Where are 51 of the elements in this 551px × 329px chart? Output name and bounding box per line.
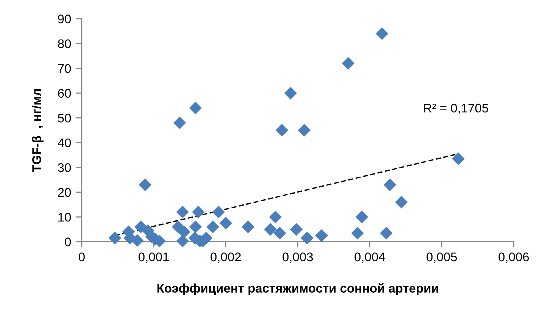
point: [174, 116, 186, 130]
annotation: R² = 0,1705: [424, 104, 488, 114]
x-tick-label: 0,003: [282, 252, 314, 264]
y-tick-label: 60: [58, 89, 72, 98]
point: [315, 229, 328, 242]
point: [189, 220, 202, 234]
point: [192, 206, 206, 219]
point: [276, 124, 289, 137]
y-tick-label: 40: [58, 138, 72, 148]
x-tick-label: 0,006: [498, 252, 530, 264]
point: [189, 102, 202, 115]
point: [384, 178, 397, 192]
point: [274, 226, 286, 240]
point: [212, 206, 226, 219]
point: [376, 28, 389, 40]
y-tick-label: 0: [65, 238, 72, 247]
y-tick-label: 70: [58, 64, 72, 74]
y-axis-title: TGF-β , нг/мл: [32, 89, 44, 172]
point: [395, 196, 408, 209]
point: [131, 234, 144, 248]
point: [206, 220, 220, 234]
y-tick-label: 20: [58, 188, 72, 198]
point: [176, 234, 190, 248]
point: [269, 210, 282, 224]
x-axis-title: Коэффициент растяжимости сонной артерии: [158, 284, 438, 296]
point: [108, 232, 122, 245]
point: [290, 223, 303, 236]
x-tick-label: 0,001: [138, 252, 170, 264]
point: [176, 206, 190, 219]
point: [220, 217, 232, 230]
point: [342, 57, 355, 70]
point: [178, 226, 191, 238]
x-tick-label: 0: [79, 252, 85, 262]
x-tick-label: 0,004: [354, 252, 386, 264]
x-tick-label: 0,002: [210, 252, 242, 264]
point: [284, 86, 298, 100]
point: [300, 232, 314, 245]
y-tick-label: 90: [58, 14, 72, 24]
y-tick-label: 30: [58, 163, 72, 172]
x-tick-label: 0,005: [426, 252, 458, 264]
y-tick-label: 50: [58, 114, 72, 123]
point: [242, 220, 255, 234]
point: [380, 226, 393, 240]
y-tick-label: 80: [58, 40, 72, 48]
y-tick-label: 10: [58, 213, 72, 222]
point: [138, 178, 152, 192]
point: [356, 210, 368, 224]
point: [452, 152, 465, 166]
point: [264, 223, 278, 236]
point: [298, 124, 311, 137]
point: [351, 226, 364, 240]
